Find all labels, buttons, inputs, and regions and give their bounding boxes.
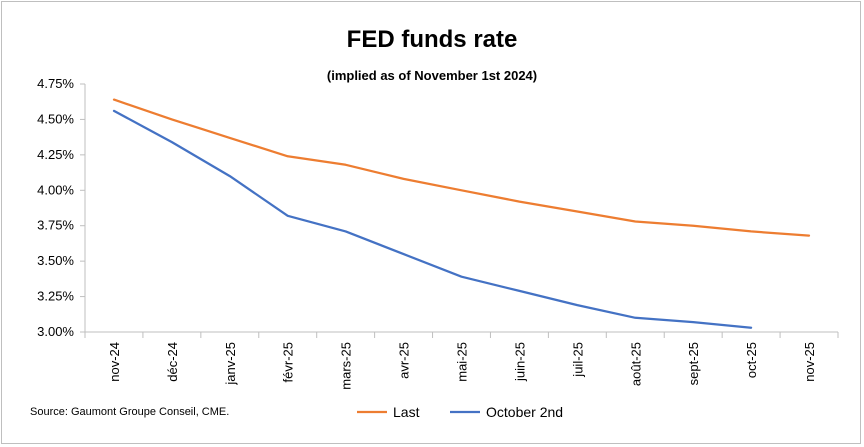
series-line	[112, 98, 811, 237]
y-tick-label: 3.25%	[37, 289, 74, 304]
chart-subtitle: (implied as of November 1st 2024)	[327, 68, 537, 83]
chart-title: FED funds rate	[347, 26, 518, 53]
y-tick-label: 4.00%	[37, 182, 74, 197]
y-tick-label: 4.75%	[37, 76, 74, 91]
source-note: Source: Gaumont Groupe Conseil, CME.	[30, 406, 229, 418]
x-tick-label: mai-25	[455, 342, 470, 382]
x-tick-label: mars-25	[339, 342, 354, 390]
x-tick-label: nov-25	[802, 342, 817, 382]
x-tick-label: janv-25	[223, 342, 238, 386]
x-axis: nov-24 déc-24 janv-25 févr-25 mars-25 avr-25 m…	[84, 331, 839, 390]
y-tick-label: 3.00%	[37, 324, 74, 339]
legend-label: Last	[393, 404, 420, 420]
x-tick-label: oct-25	[744, 342, 759, 378]
x-tick-label: août-25	[628, 342, 643, 386]
y-tick-label: 4.50%	[37, 111, 74, 126]
x-tick-label: sept-25	[686, 342, 701, 385]
y-tick-label: 4.25%	[37, 147, 74, 162]
y-tick-label: 3.50%	[37, 253, 74, 268]
series-line	[112, 109, 753, 329]
x-tick-label: févr-25	[281, 342, 296, 382]
legend: Last October 2nd	[357, 404, 563, 420]
y-tick-label: 3.75%	[37, 218, 74, 233]
x-tick-label: juin-25	[512, 342, 527, 382]
x-tick-label: avr-25	[397, 342, 412, 379]
series-lines	[112, 98, 811, 329]
y-axis: 3.00% 3.25% 3.50% 3.75% 4.00% 4.25% 4.50% 4.75%	[37, 76, 86, 339]
legend-label: October 2nd	[486, 404, 563, 420]
x-tick-label: juil-25	[570, 342, 585, 378]
x-tick-label: nov-24	[107, 342, 122, 382]
x-tick-label: déc-24	[165, 342, 180, 382]
